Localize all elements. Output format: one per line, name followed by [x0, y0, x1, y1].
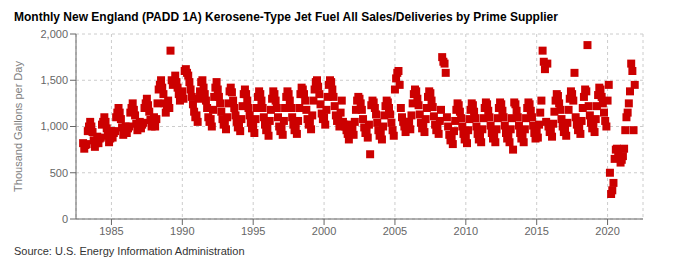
svg-text:2000: 2000 — [312, 225, 336, 237]
svg-text:1,000: 1,000 — [40, 120, 68, 132]
svg-text:2010: 2010 — [454, 225, 478, 237]
svg-text:2020: 2020 — [595, 225, 619, 237]
svg-text:1990: 1990 — [170, 225, 194, 237]
svg-text:0: 0 — [62, 213, 68, 225]
svg-text:2,000: 2,000 — [40, 28, 68, 40]
svg-text:2015: 2015 — [524, 225, 548, 237]
html-text:Monthly New England (PADD 1A): Monthly New England (PADD 1A) Kerosene-T… — [14, 10, 558, 24]
svg-text:1985: 1985 — [99, 225, 123, 237]
svg-text:2005: 2005 — [383, 225, 407, 237]
svg-text:1995: 1995 — [241, 225, 265, 237]
svg-text:1,500: 1,500 — [40, 74, 68, 86]
svg-text:Thousand Gallons per Day: Thousand Gallons per Day — [12, 61, 24, 192]
html-text:Source: U.S. Energy Informatio: Source: U.S. Energy Information Administ… — [14, 245, 245, 257]
svg-text:500: 500 — [50, 167, 68, 179]
